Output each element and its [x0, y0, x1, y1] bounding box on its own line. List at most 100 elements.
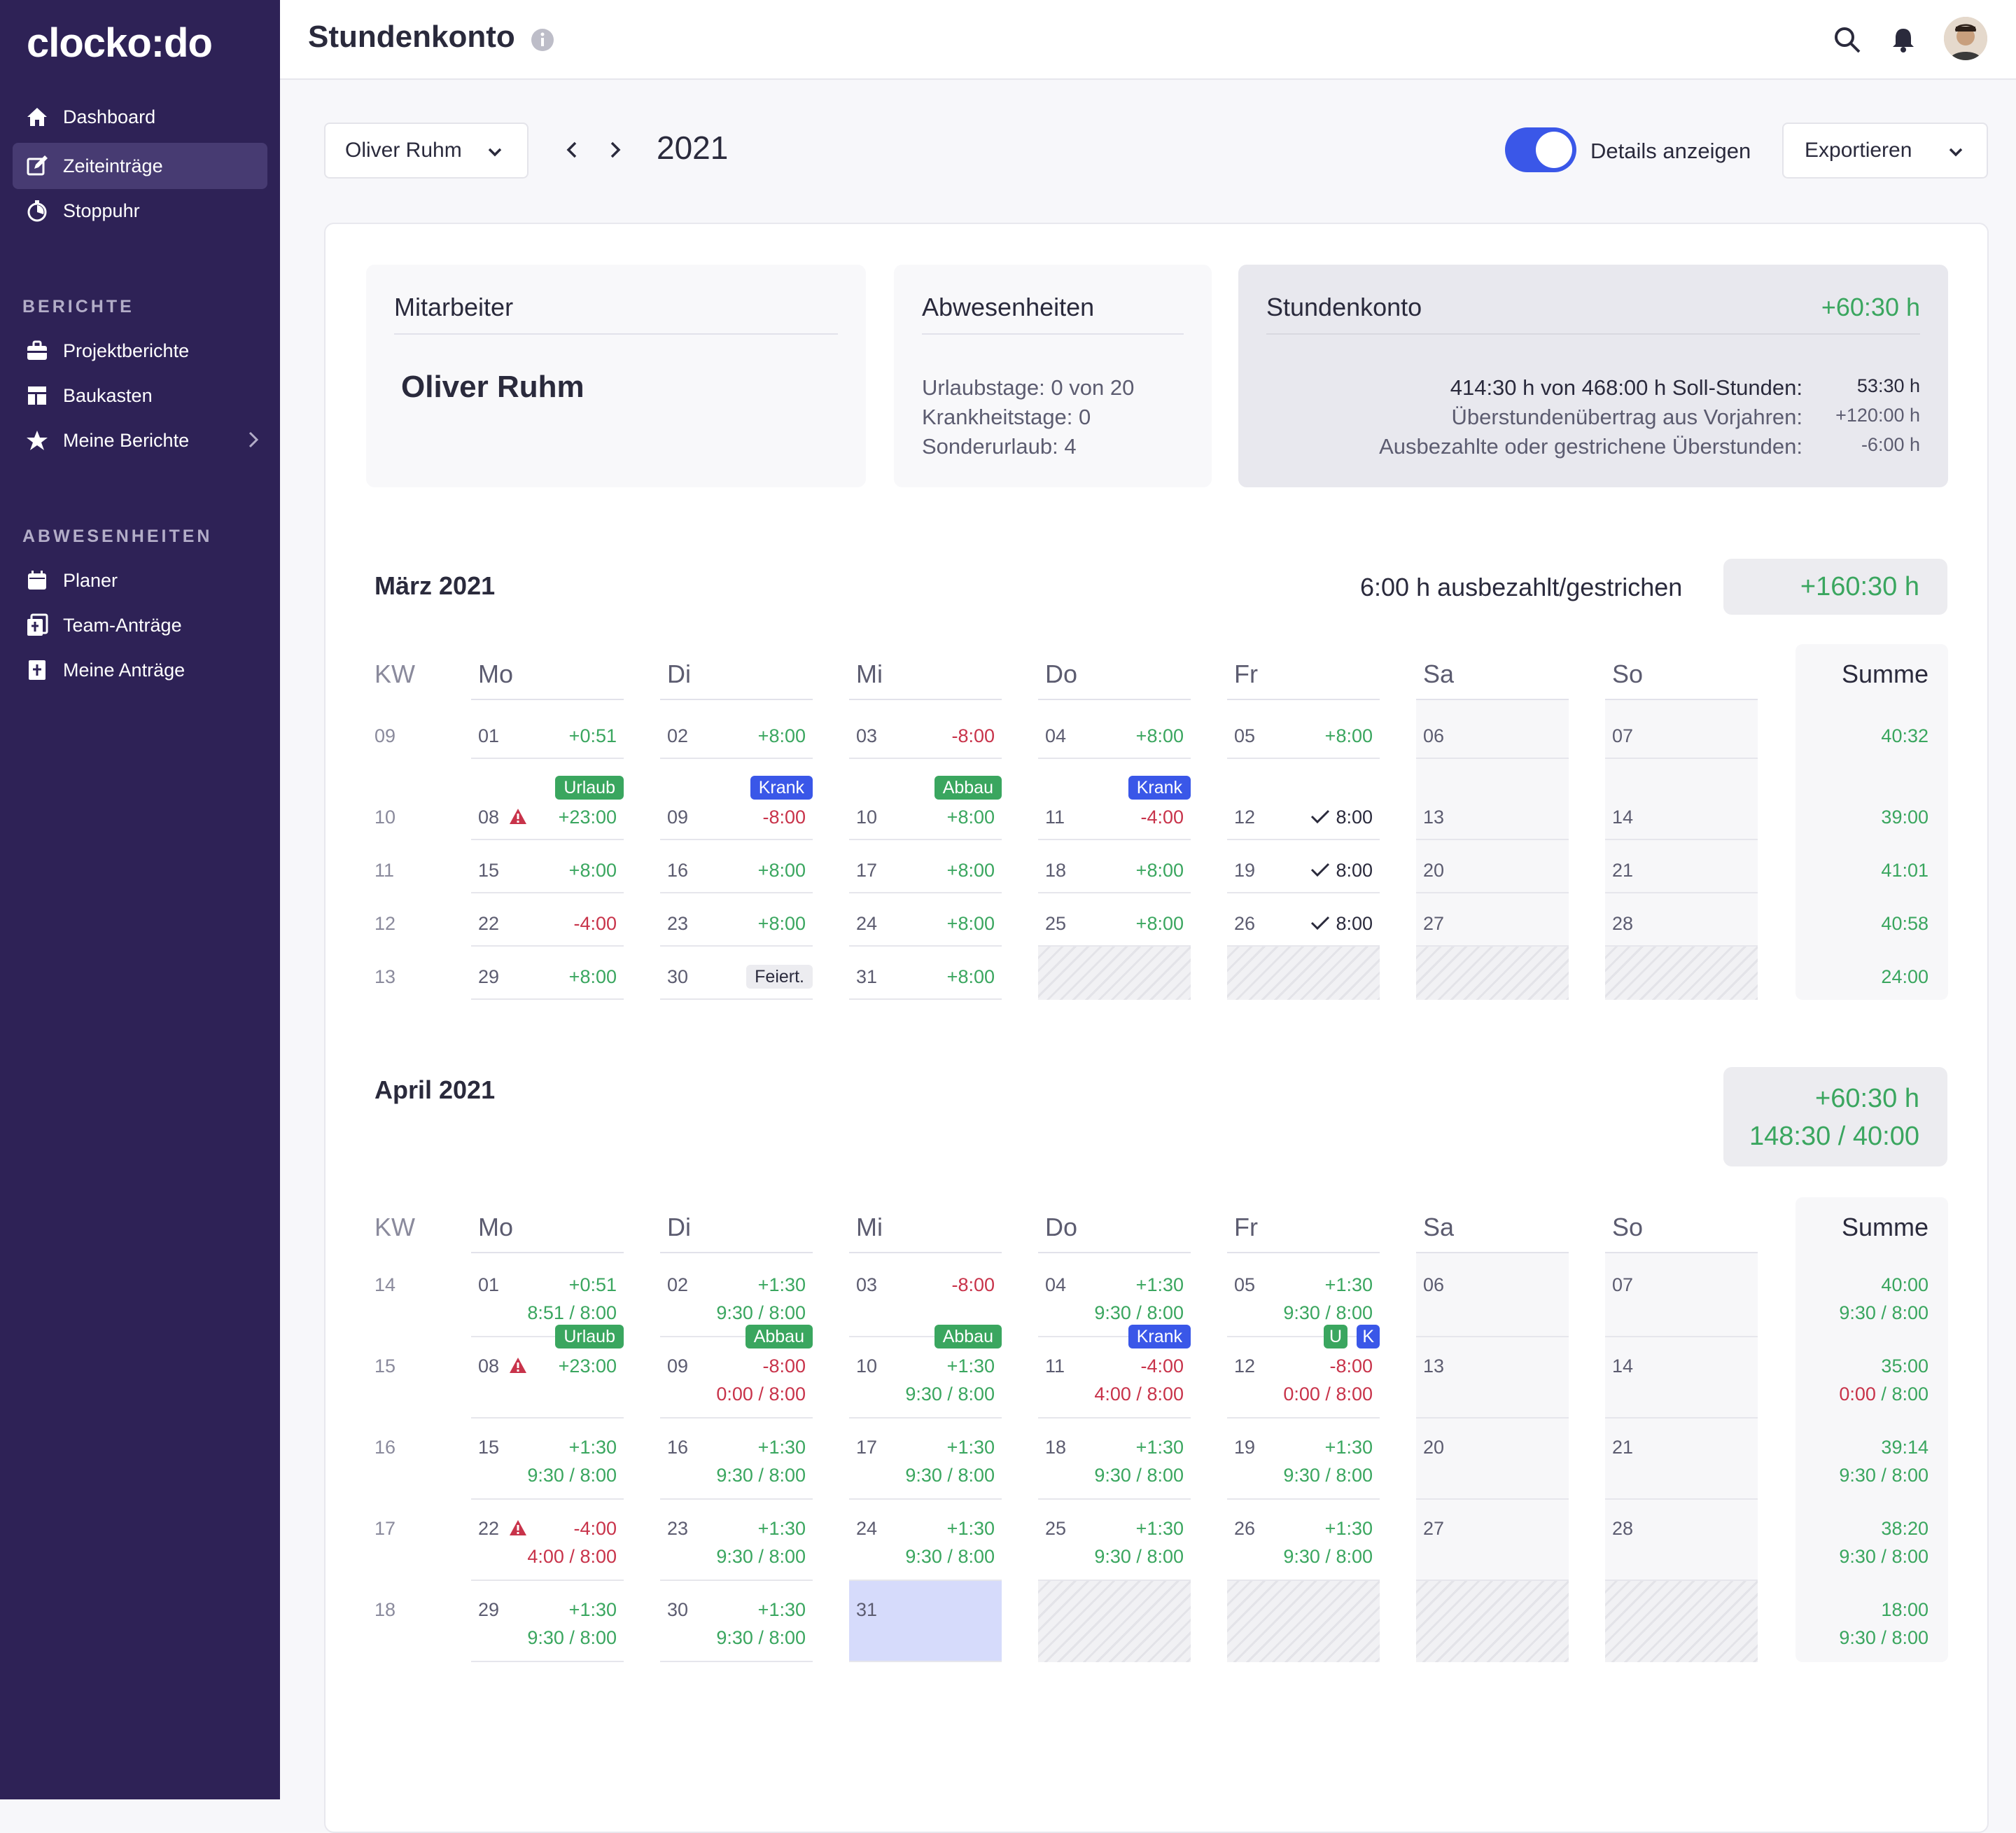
- target-hours: 8:00: [769, 1465, 806, 1486]
- sidebar-item-label: Projektberichte: [63, 340, 190, 361]
- day-divider: [849, 758, 1002, 759]
- column-header-do: Do: [1045, 1213, 1078, 1241]
- week-number: 15: [374, 1355, 396, 1377]
- column-header-sa: Sa: [1423, 1213, 1455, 1241]
- worked-hours: 9:30: [1283, 1546, 1320, 1567]
- sidebar-item-team-antraege[interactable]: Team-Anträge: [13, 602, 267, 648]
- prev-year-button[interactable]: [560, 137, 585, 162]
- day-divider: [1227, 839, 1380, 840]
- day-worked: 9:30 / 8:00: [841, 1465, 995, 1486]
- target-hours: 8:00: [1891, 1627, 1928, 1648]
- day-divider: [471, 1498, 624, 1500]
- day-balance: +8:00: [757, 913, 806, 934]
- sidebar-item-meine-berichte[interactable]: Meine Berichte: [13, 417, 267, 464]
- week-sum-worked: 9:30 / 8:00: [1774, 1302, 1928, 1324]
- sidebar-item-label: Dashboard: [63, 106, 156, 127]
- sidebar-item-planer[interactable]: Planer: [13, 557, 267, 604]
- worked-hours: 9:30: [1283, 1465, 1320, 1486]
- calendar-april: KW Mo Di Mi Do Fr Sa So Summe 14 01 +0:51 8:51 / 8:0…: [326, 1197, 1990, 1792]
- week-sum: 18:00: [1881, 1599, 1928, 1620]
- day-number: 22: [478, 913, 500, 934]
- details-toggle-label[interactable]: Details anzeigen: [1590, 139, 1751, 163]
- day-number: 16: [667, 1437, 689, 1458]
- sidebar-item-projektberichte[interactable]: Projektberichte: [13, 328, 267, 374]
- absence-badge: U: [1323, 1325, 1348, 1348]
- day-number: 14: [1612, 807, 1634, 828]
- empty-day: [1605, 947, 1758, 1000]
- day-worked: 0:00 / 8:00: [1219, 1384, 1373, 1405]
- day-balance: +1:30: [757, 1274, 806, 1295]
- day-divider: [1416, 1580, 1569, 1581]
- worked-hours: 9:30: [716, 1546, 753, 1567]
- day-divider: [849, 892, 1002, 893]
- day-divider: [471, 1580, 624, 1581]
- my-request-icon: [25, 658, 49, 682]
- day-divider: [1605, 1580, 1758, 1581]
- day-balance: 8:00: [1336, 807, 1373, 828]
- sidebar-item-stoppuhr[interactable]: Stoppuhr: [13, 188, 267, 234]
- separator: /: [1320, 1546, 1336, 1567]
- week-sum: 40:32: [1881, 725, 1928, 746]
- sidebar-item-zeiteintraege[interactable]: Zeiteinträge: [13, 143, 267, 189]
- separator: /: [564, 1546, 580, 1567]
- search-icon[interactable]: [1833, 25, 1862, 55]
- separator: /: [1130, 1384, 1147, 1405]
- info-icon[interactable]: [531, 28, 554, 52]
- special-leave: Sonderurlaub: 4: [922, 434, 1077, 459]
- team-request-icon: [25, 613, 49, 637]
- day-divider: [1227, 1580, 1380, 1581]
- day-divider: [1605, 1336, 1758, 1337]
- column-header-fr: Fr: [1234, 1213, 1258, 1241]
- avatar[interactable]: [1944, 17, 1987, 60]
- day-balance: +8:00: [946, 913, 995, 934]
- day-divider: [471, 1417, 624, 1419]
- sidebar-item-meine-antraege[interactable]: Meine Anträge: [13, 647, 267, 693]
- day-balance: +8:00: [1135, 860, 1184, 881]
- separator: /: [1875, 1465, 1892, 1486]
- column-header-line: [660, 1252, 813, 1253]
- next-year-button[interactable]: [602, 137, 627, 162]
- day-number: 10: [856, 1355, 878, 1377]
- worked-hours: 9:30: [1839, 1302, 1876, 1323]
- worked-hours: 9:30: [905, 1546, 942, 1567]
- absence-badge: Krank: [1128, 1325, 1191, 1348]
- employee-name: Oliver Ruhm: [401, 370, 584, 404]
- sidebar-item-label: Team-Anträge: [63, 614, 182, 636]
- bell-icon[interactable]: [1889, 25, 1918, 55]
- day-divider: [1416, 758, 1569, 759]
- separator: /: [1130, 1302, 1147, 1323]
- star-icon: [25, 428, 49, 452]
- sidebar-item-dashboard[interactable]: Dashboard: [13, 94, 267, 140]
- app-logo[interactable]: clocko:do: [27, 20, 213, 66]
- day-worked: 9:30 / 8:00: [652, 1627, 806, 1649]
- day-number: 15: [478, 860, 500, 881]
- absence-badge: Urlaub: [555, 1325, 624, 1348]
- day-number: 18: [1045, 1437, 1067, 1458]
- day-number: 27: [1423, 913, 1445, 934]
- separator: /: [752, 1384, 769, 1405]
- day-balance: +1:30: [568, 1599, 617, 1620]
- day-balance: +8:00: [1135, 725, 1184, 746]
- week-sum: 40:58: [1881, 913, 1928, 934]
- sidebar-item-baukasten[interactable]: Baukasten: [13, 372, 267, 419]
- worked-hours: 9:30: [1094, 1465, 1131, 1486]
- details-toggle[interactable]: [1505, 127, 1576, 172]
- column-header-line: [1605, 1252, 1758, 1253]
- week-sum: 41:01: [1881, 860, 1928, 881]
- day-number: 07: [1612, 1274, 1634, 1295]
- day-number: 12: [1234, 1355, 1256, 1377]
- user-select[interactable]: Oliver Ruhm: [324, 123, 528, 179]
- worked-hours: 9:30: [1094, 1546, 1131, 1567]
- separator: /: [941, 1546, 958, 1567]
- day-worked: 4:00 / 8:00: [463, 1546, 617, 1568]
- column-header-di: Di: [667, 1213, 691, 1241]
- day-divider: [660, 758, 813, 759]
- separator: /: [1875, 1627, 1892, 1648]
- day-divider: [1227, 945, 1380, 947]
- separator: /: [752, 1465, 769, 1486]
- day-number: 13: [1423, 1355, 1445, 1377]
- absence-badge: Urlaub: [555, 776, 624, 800]
- separator: /: [941, 1384, 958, 1405]
- week-sum: 35:00: [1881, 1355, 1928, 1377]
- export-button[interactable]: Exportieren: [1782, 123, 1988, 179]
